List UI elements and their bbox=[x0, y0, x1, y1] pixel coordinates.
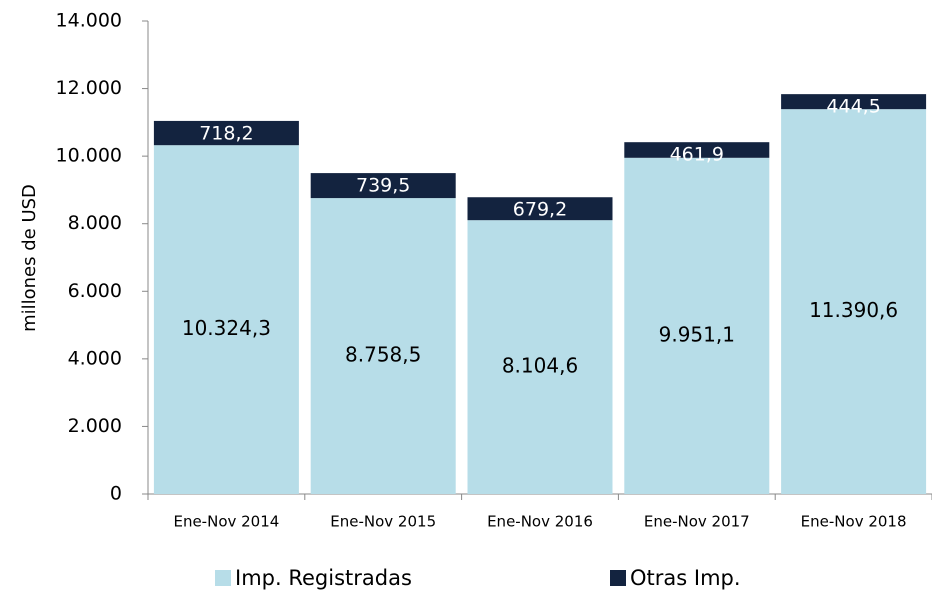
data-label: 739,5 bbox=[356, 175, 410, 197]
data-label: 8.758,5 bbox=[345, 343, 421, 367]
data-label: 10.324,3 bbox=[182, 316, 271, 340]
bar-segment bbox=[781, 109, 927, 494]
data-label: 444,5 bbox=[826, 96, 880, 118]
bar-segment bbox=[467, 220, 613, 494]
bar-segment bbox=[153, 120, 299, 146]
bar-segment bbox=[153, 145, 299, 494]
x-tick-label: Ene-Nov 2017 bbox=[644, 513, 750, 531]
y-tick-label: 10.000 bbox=[56, 145, 122, 167]
data-label: 11.390,6 bbox=[809, 298, 898, 322]
legend-label: Imp. Registradas bbox=[235, 566, 412, 590]
legend-swatch bbox=[215, 570, 231, 586]
y-tick-label: 12.000 bbox=[56, 77, 122, 99]
bar-segment bbox=[310, 198, 456, 494]
y-tick-label: 0 bbox=[110, 483, 122, 505]
x-tick-label: Ene-Nov 2014 bbox=[173, 513, 279, 531]
bar-segment bbox=[624, 142, 770, 158]
y-tick-label: 2.000 bbox=[68, 415, 122, 437]
x-tick-label: Ene-Nov 2015 bbox=[330, 513, 436, 531]
bar-segment bbox=[310, 173, 456, 199]
data-label: 718,2 bbox=[199, 122, 253, 144]
data-label: 8.104,6 bbox=[502, 354, 578, 378]
y-axis-label: millones de USD bbox=[19, 184, 40, 332]
data-label: 9.951,1 bbox=[659, 322, 735, 346]
data-label: 679,2 bbox=[513, 199, 567, 221]
y-tick-label: 6.000 bbox=[68, 280, 122, 302]
y-tick-label: 8.000 bbox=[68, 212, 122, 234]
bar-segment bbox=[624, 157, 770, 494]
y-tick-label: 14.000 bbox=[56, 10, 122, 32]
bar-segment bbox=[781, 94, 927, 110]
x-tick-label: Ene-Nov 2016 bbox=[487, 513, 593, 531]
bar-segment bbox=[467, 197, 613, 221]
data-label: 461,9 bbox=[670, 144, 724, 166]
legend-label: Otras Imp. bbox=[630, 566, 741, 590]
y-tick-label: 4.000 bbox=[68, 347, 122, 369]
legend-swatch bbox=[610, 570, 626, 586]
x-tick-label: Ene-Nov 2018 bbox=[801, 513, 907, 531]
